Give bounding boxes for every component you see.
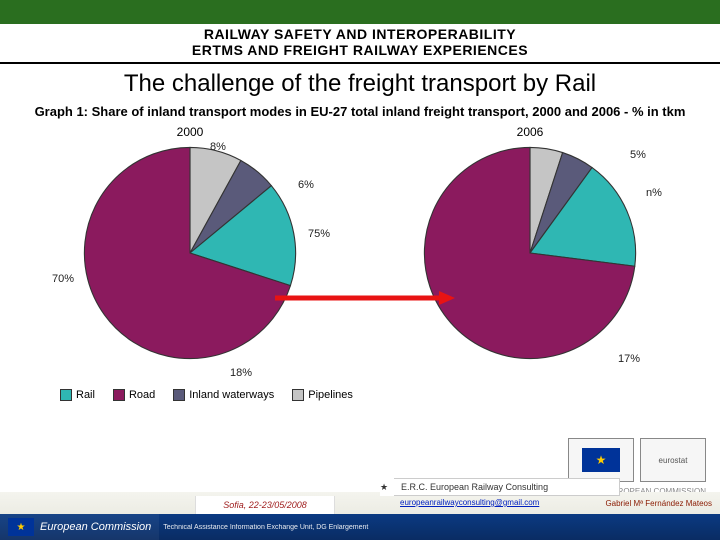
slice-label-rail: 75% (308, 228, 330, 240)
header-line-1: RAILWAY SAFETY AND INTEROPERABILITY (0, 26, 720, 42)
slice-label-rail: 17% (618, 353, 640, 365)
ec-logo: ★ European Commission (0, 514, 159, 540)
slice-label-inland_waterways: 6% (298, 179, 314, 191)
pie-chart-2000: 2000 8%6%75%70%18% (60, 125, 320, 363)
legend-swatch-inland_waterways (173, 389, 185, 401)
legend-swatch-road (113, 389, 125, 401)
legend-swatch-pipelines (292, 389, 304, 401)
year-label-2000: 2000 (60, 125, 320, 139)
eurostat-logo: eurostat (640, 438, 706, 482)
pie-2000: 8%6%75%70%18% (80, 143, 300, 363)
erc-name: E.R.C. European Railway Consulting (380, 478, 620, 496)
legend-label-inland_waterways: Inland waterways (189, 389, 274, 401)
legend-swatch-rail (60, 389, 72, 401)
ec-name: European Commission (40, 521, 151, 533)
erc-email-row: europeanrailwayconsulting@gmail.com (380, 496, 620, 507)
logos-right: ★ eurostat (568, 438, 706, 482)
page-title: The challenge of the freight transport b… (0, 64, 720, 100)
erc-email-link[interactable]: europeanrailwayconsulting@gmail.com (400, 498, 539, 507)
erc-flag-icon: ★ (380, 478, 394, 496)
legend-label-road: Road (129, 389, 155, 401)
eurostat-text: eurostat (659, 456, 688, 465)
year-label-2006: 2006 (400, 125, 660, 139)
slice-label-pipelines: 8% (210, 141, 226, 153)
trend-arrow (275, 289, 455, 307)
charts-area: 2000 8%6%75%70%18% 2006 5%n%17% RailRoad… (0, 119, 720, 409)
slice-label-extra_18: 18% (230, 367, 252, 379)
header: RAILWAY SAFETY AND INTEROPERABILITY ERTM… (0, 24, 720, 64)
footer-date-place: Sofia, 22-23/05/2008 (195, 496, 335, 514)
pie-2006: 5%n%17% (420, 143, 640, 363)
slice-label-pipelines: 5% (630, 149, 646, 161)
pie-svg-2006 (420, 143, 640, 363)
slice-label-road: 70% (52, 273, 74, 285)
erc-block: E.R.C. European Railway Consulting europ… (380, 478, 620, 514)
graph-caption: Graph 1: Share of inland transport modes… (0, 100, 720, 119)
pie-chart-2006: 2006 5%n%17% (400, 125, 660, 363)
legend-item-inland_waterways: Inland waterways (173, 389, 274, 401)
footer-bar: ★ European Commission Technical Assistan… (0, 514, 720, 540)
header-line-2: ERTMS AND FREIGHT RAILWAY EXPERIENCES (0, 42, 720, 58)
legend-label-pipelines: Pipelines (308, 389, 353, 401)
author-name: Gabriel Mª Fernández Mateos (605, 499, 712, 508)
legend-item-pipelines: Pipelines (292, 389, 353, 401)
erc-name-text: E.R.C. European Railway Consulting (401, 482, 548, 492)
legend: Rail Road Inland waterways Pipelines (60, 389, 371, 404)
top-accent-bar (0, 0, 720, 24)
eu-flag-logo: ★ (568, 438, 634, 482)
ec-subtitle: Technical Assistance Information Exchang… (163, 524, 368, 531)
legend-item-road: Road (113, 389, 155, 401)
pie-svg-2000 (80, 143, 300, 363)
legend-label-rail: Rail (76, 389, 95, 401)
legend-item-rail: Rail (60, 389, 95, 401)
eu-flag-icon: ★ (8, 518, 34, 536)
slice-label-inland_waterways: n% (646, 187, 662, 199)
